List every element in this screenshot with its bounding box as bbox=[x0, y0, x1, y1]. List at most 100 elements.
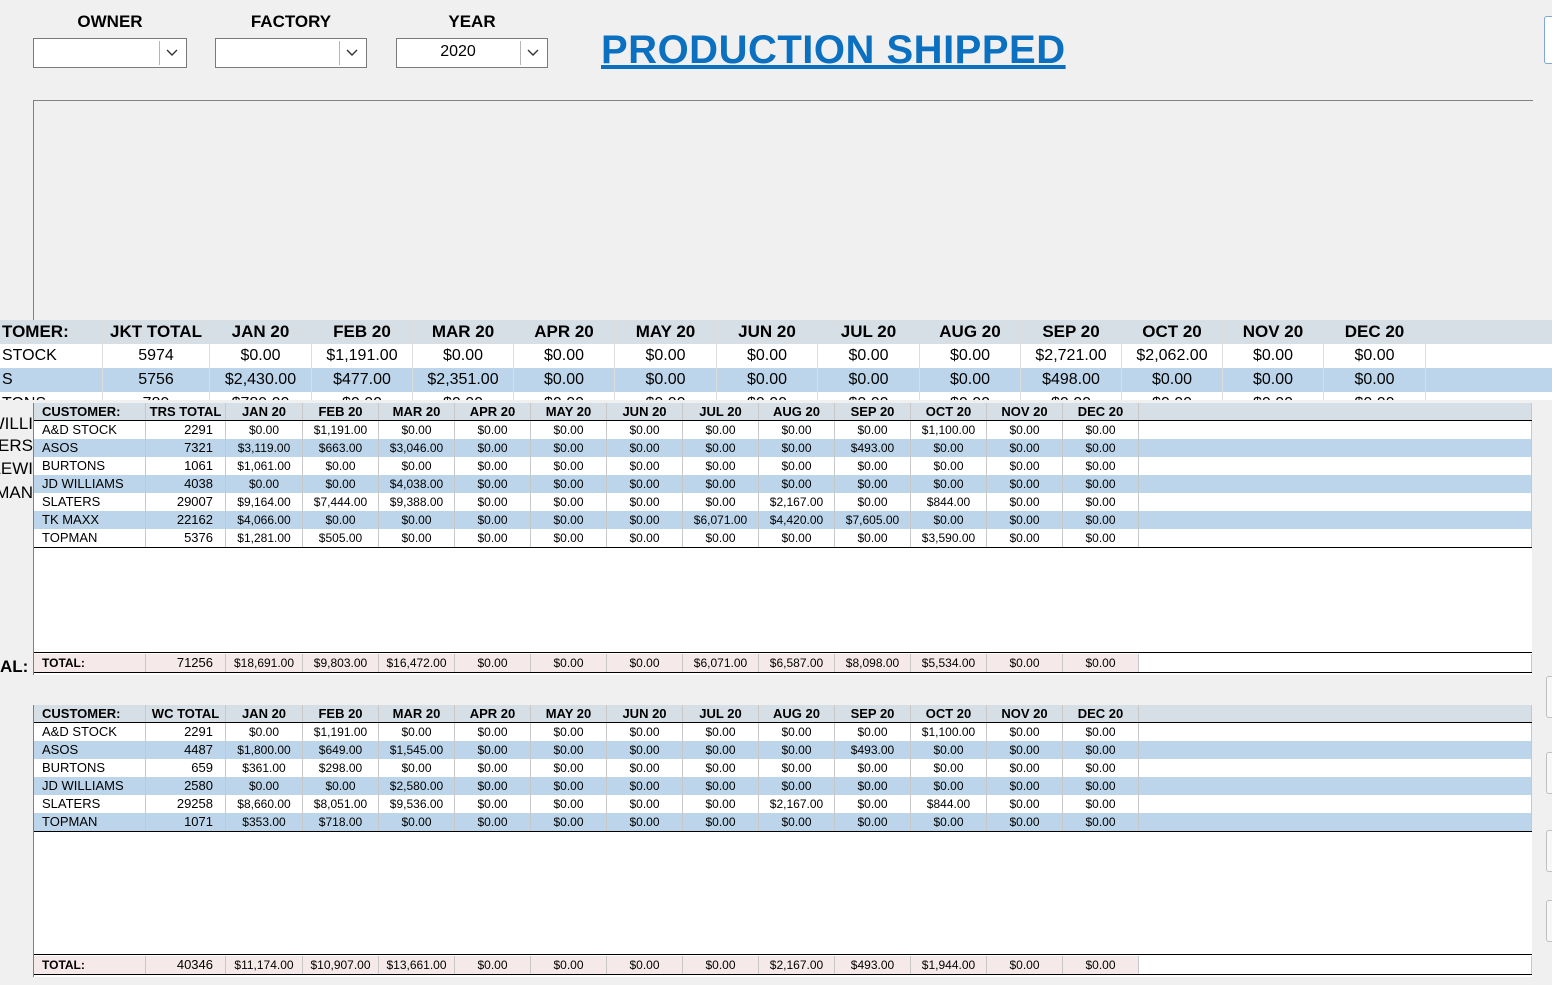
value-cell: $0.00 bbox=[1063, 457, 1139, 475]
value-cell: $0.00 bbox=[226, 723, 303, 741]
side-tab[interactable] bbox=[1546, 676, 1552, 718]
value-cell: NOV 20 bbox=[1223, 320, 1324, 344]
value-cell: $0.00 bbox=[683, 741, 759, 759]
value-cell: OCT 20 bbox=[911, 403, 987, 421]
value-cell: $0.00 bbox=[911, 439, 987, 457]
value-cell: $0.00 bbox=[1122, 368, 1223, 392]
value-cell: $0.00 bbox=[1063, 795, 1139, 813]
value-cell: SEP 20 bbox=[835, 705, 911, 723]
value-cell: $361.00 bbox=[226, 759, 303, 777]
value-cell: $0.00 bbox=[379, 457, 455, 475]
value-cell: $0.00 bbox=[455, 493, 531, 511]
value-cell: $0.00 bbox=[987, 493, 1063, 511]
customer-cell: TONS bbox=[0, 392, 103, 400]
value-cell: $0.00 bbox=[514, 392, 615, 400]
value-cell: SEP 20 bbox=[835, 403, 911, 421]
page-title[interactable]: PRODUCTION SHIPPED bbox=[601, 28, 1066, 72]
table-row: ASOS 4487 $1,800.00 $649.00 $1,545.00 $0.00 $0… bbox=[34, 741, 1532, 759]
value-cell: $0.00 bbox=[531, 741, 607, 759]
value-cell: $0.00 bbox=[1063, 813, 1139, 831]
value-cell: JUN 20 bbox=[607, 403, 683, 421]
value-cell: $0.00 bbox=[987, 457, 1063, 475]
side-tab[interactable] bbox=[1546, 900, 1552, 942]
value-cell: $0.00 bbox=[1063, 654, 1139, 672]
value-cell: $0.00 bbox=[835, 457, 911, 475]
empty-cell bbox=[1139, 439, 1532, 457]
side-button[interactable] bbox=[1544, 16, 1552, 64]
customer-cell: CUSTOMER: bbox=[34, 705, 146, 723]
empty-cell bbox=[1139, 403, 1532, 421]
year-dropdown[interactable]: 2020 bbox=[396, 38, 548, 68]
value-cell: $2,721.00 bbox=[1021, 344, 1122, 368]
value-cell: $0.00 bbox=[987, 777, 1063, 795]
value-cell: 1071 bbox=[146, 813, 226, 831]
table-row: TOPMAN 1071 $353.00 $718.00 $0.00 $0.00 $0.00 $… bbox=[34, 813, 1532, 831]
owner-dropdown[interactable] bbox=[33, 38, 187, 68]
value-cell: $0.00 bbox=[717, 392, 818, 400]
jkt-row-fragment: TERS bbox=[0, 436, 33, 455]
factory-dropdown[interactable] bbox=[215, 38, 367, 68]
value-cell: $0.00 bbox=[531, 795, 607, 813]
value-cell: $0.00 bbox=[607, 493, 683, 511]
value-cell: $0.00 bbox=[987, 529, 1063, 547]
value-cell: $0.00 bbox=[303, 511, 379, 529]
value-cell: 4487 bbox=[146, 741, 226, 759]
value-cell: FEB 20 bbox=[303, 403, 379, 421]
value-cell: $0.00 bbox=[835, 759, 911, 777]
value-cell: $0.00 bbox=[1223, 392, 1324, 400]
empty-cell bbox=[1139, 475, 1532, 493]
value-cell: $477.00 bbox=[312, 368, 413, 392]
divider bbox=[34, 831, 1532, 832]
chevron-down-icon[interactable] bbox=[339, 41, 364, 65]
value-cell: $0.00 bbox=[1063, 493, 1139, 511]
value-cell: $789.00 bbox=[210, 392, 312, 400]
value-cell: AUG 20 bbox=[920, 320, 1021, 344]
value-cell: $0.00 bbox=[987, 741, 1063, 759]
customer-cell: SLATERS bbox=[34, 493, 146, 511]
value-cell: $0.00 bbox=[683, 759, 759, 777]
value-cell: $0.00 bbox=[683, 723, 759, 741]
side-tab[interactable] bbox=[1546, 830, 1552, 872]
table-row: BURTONS 1061 $1,061.00 $0.00 $0.00 $0.00 $0.00… bbox=[34, 457, 1532, 475]
value-cell: $0.00 bbox=[683, 813, 759, 831]
value-cell: $0.00 bbox=[1063, 956, 1139, 974]
customer-cell: ASOS bbox=[34, 741, 146, 759]
value-cell: $0.00 bbox=[455, 759, 531, 777]
value-cell: JUL 20 bbox=[818, 320, 920, 344]
trs-table: CUSTOMER: TRS TOTAL JAN 20 FEB 20 MAR 20 APR … bbox=[33, 403, 1532, 675]
value-cell: 5974 bbox=[103, 344, 210, 368]
value-cell: $0.00 bbox=[455, 723, 531, 741]
value-cell: $0.00 bbox=[717, 368, 818, 392]
table-row: TONS789$789.00$0.00$0.00$0.00$0.00$0.00$… bbox=[0, 392, 1552, 400]
table-row: ASOS 7321 $3,119.00 $663.00 $3,046.00 $0.00 $0… bbox=[34, 439, 1532, 457]
value-cell: JUN 20 bbox=[607, 705, 683, 723]
value-cell: $0.00 bbox=[455, 741, 531, 759]
value-cell: $498.00 bbox=[1021, 368, 1122, 392]
empty-cell bbox=[1139, 813, 1532, 831]
value-cell: $0.00 bbox=[607, 457, 683, 475]
value-cell: $0.00 bbox=[531, 529, 607, 547]
value-cell: $1,191.00 bbox=[303, 723, 379, 741]
value-cell: 4038 bbox=[146, 475, 226, 493]
value-cell: WC TOTAL bbox=[146, 705, 226, 723]
value-cell: $0.00 bbox=[607, 475, 683, 493]
value-cell: TRS TOTAL bbox=[146, 403, 226, 421]
value-cell: $0.00 bbox=[920, 368, 1021, 392]
customer-cell: TOMER: bbox=[0, 320, 103, 344]
table-row: JD WILLIAMS 4038 $0.00 $0.00 $4,038.00 $0.00 $… bbox=[34, 475, 1532, 493]
value-cell: $0.00 bbox=[911, 759, 987, 777]
chevron-down-icon[interactable] bbox=[159, 41, 184, 65]
value-cell: $0.00 bbox=[920, 392, 1021, 400]
empty-cell bbox=[1139, 457, 1532, 475]
value-cell: $0.00 bbox=[683, 529, 759, 547]
chevron-down-icon[interactable] bbox=[520, 41, 545, 65]
value-cell: MAY 20 bbox=[615, 320, 717, 344]
divider bbox=[34, 547, 1532, 548]
jkt-total-fragment: AL: bbox=[0, 657, 29, 676]
value-cell: $0.00 bbox=[1063, 723, 1139, 741]
value-cell: $0.00 bbox=[759, 723, 835, 741]
value-cell: $0.00 bbox=[531, 759, 607, 777]
value-cell: $2,167.00 bbox=[759, 493, 835, 511]
side-tab[interactable] bbox=[1546, 752, 1552, 794]
value-cell: $0.00 bbox=[987, 475, 1063, 493]
